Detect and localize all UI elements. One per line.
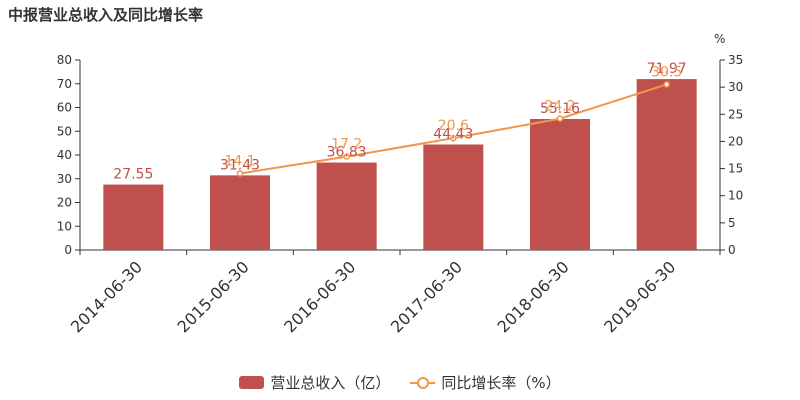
growth-data-label: 30.5 <box>651 64 682 80</box>
growth-data-label: 20.6 <box>438 118 469 134</box>
y-left-tick-label: 40 <box>57 148 72 162</box>
y-left-tick-label: 30 <box>57 172 72 186</box>
x-tick-label: 2015-06-30 <box>174 257 253 336</box>
bar-data-label: 36.83 <box>327 145 367 161</box>
bar-data-label: 44.43 <box>433 126 473 142</box>
growth-point <box>343 153 350 160</box>
y-right-tick-label: 15 <box>728 162 743 176</box>
bar-data-label: 31.43 <box>220 157 260 173</box>
growth-point <box>556 115 564 122</box>
growth-point <box>450 134 457 142</box>
chart-legend: 营业总收入（亿） 同比增长率（%） <box>0 372 800 393</box>
y-left-tick-label: 80 <box>57 53 72 67</box>
x-tick-label: 2018-06-30 <box>494 257 573 336</box>
growth-data-label: 24.2 <box>544 99 575 115</box>
y-left-tick-label: 50 <box>57 124 72 138</box>
x-tick-label: 2017-06-30 <box>387 257 466 336</box>
y-left-tick-label: 20 <box>57 196 72 210</box>
legend-item-growth[interactable]: 同比增长率（%） <box>410 372 561 393</box>
x-tick-label: 2016-06-30 <box>280 257 359 336</box>
y-left-tick-label: 0 <box>64 243 72 257</box>
y-right-tick-label: 35 <box>728 53 743 67</box>
growth-point <box>663 81 670 88</box>
y-right-tick-label: 25 <box>728 107 743 121</box>
growth-point <box>236 170 244 177</box>
y-left-tick-label: 10 <box>57 219 72 233</box>
bar <box>423 144 484 250</box>
chart-title: 中报营业总收入及同比增长率 <box>8 6 204 24</box>
y-left-tick-label: 60 <box>57 101 72 115</box>
y-right-tick-label: 5 <box>728 216 736 230</box>
legend-swatch-revenue <box>239 376 265 389</box>
y-right-tick-label: 30 <box>728 80 743 94</box>
bar-data-label: 71.97 <box>647 61 687 77</box>
bar <box>103 184 164 250</box>
bar-data-label: 55.16 <box>540 101 580 117</box>
y-right-tick-label: 0 <box>728 243 736 257</box>
legend-swatch-growth <box>410 376 436 390</box>
legend-label-growth: 同比增长率（%） <box>441 374 561 392</box>
x-tick-label: 2014-06-30 <box>67 257 146 336</box>
legend-item-revenue[interactable]: 营业总收入（亿） <box>239 372 390 393</box>
chart-canvas: 0 10 20 30 40 50 60 70 80 0 5 10 15 20 25 30 35% 2014-06-… <box>57 32 744 336</box>
bar <box>210 175 270 250</box>
y-right-tick-label: 20 <box>728 134 743 148</box>
growth-data-label: 17.2 <box>331 137 362 153</box>
y-left-tick-label: 70 <box>57 77 72 91</box>
x-tick-label: 2019-06-30 <box>600 257 679 336</box>
bar-data-label: 27.55 <box>113 167 153 183</box>
bar <box>636 79 697 250</box>
y-right-tick-label: 10 <box>728 189 743 203</box>
legend-label-revenue: 营业总收入（亿） <box>270 374 391 392</box>
bar <box>530 118 590 251</box>
growth-data-label: 14.1 <box>224 153 255 169</box>
bar <box>316 162 377 250</box>
y-right-unit-label: % <box>714 32 725 46</box>
